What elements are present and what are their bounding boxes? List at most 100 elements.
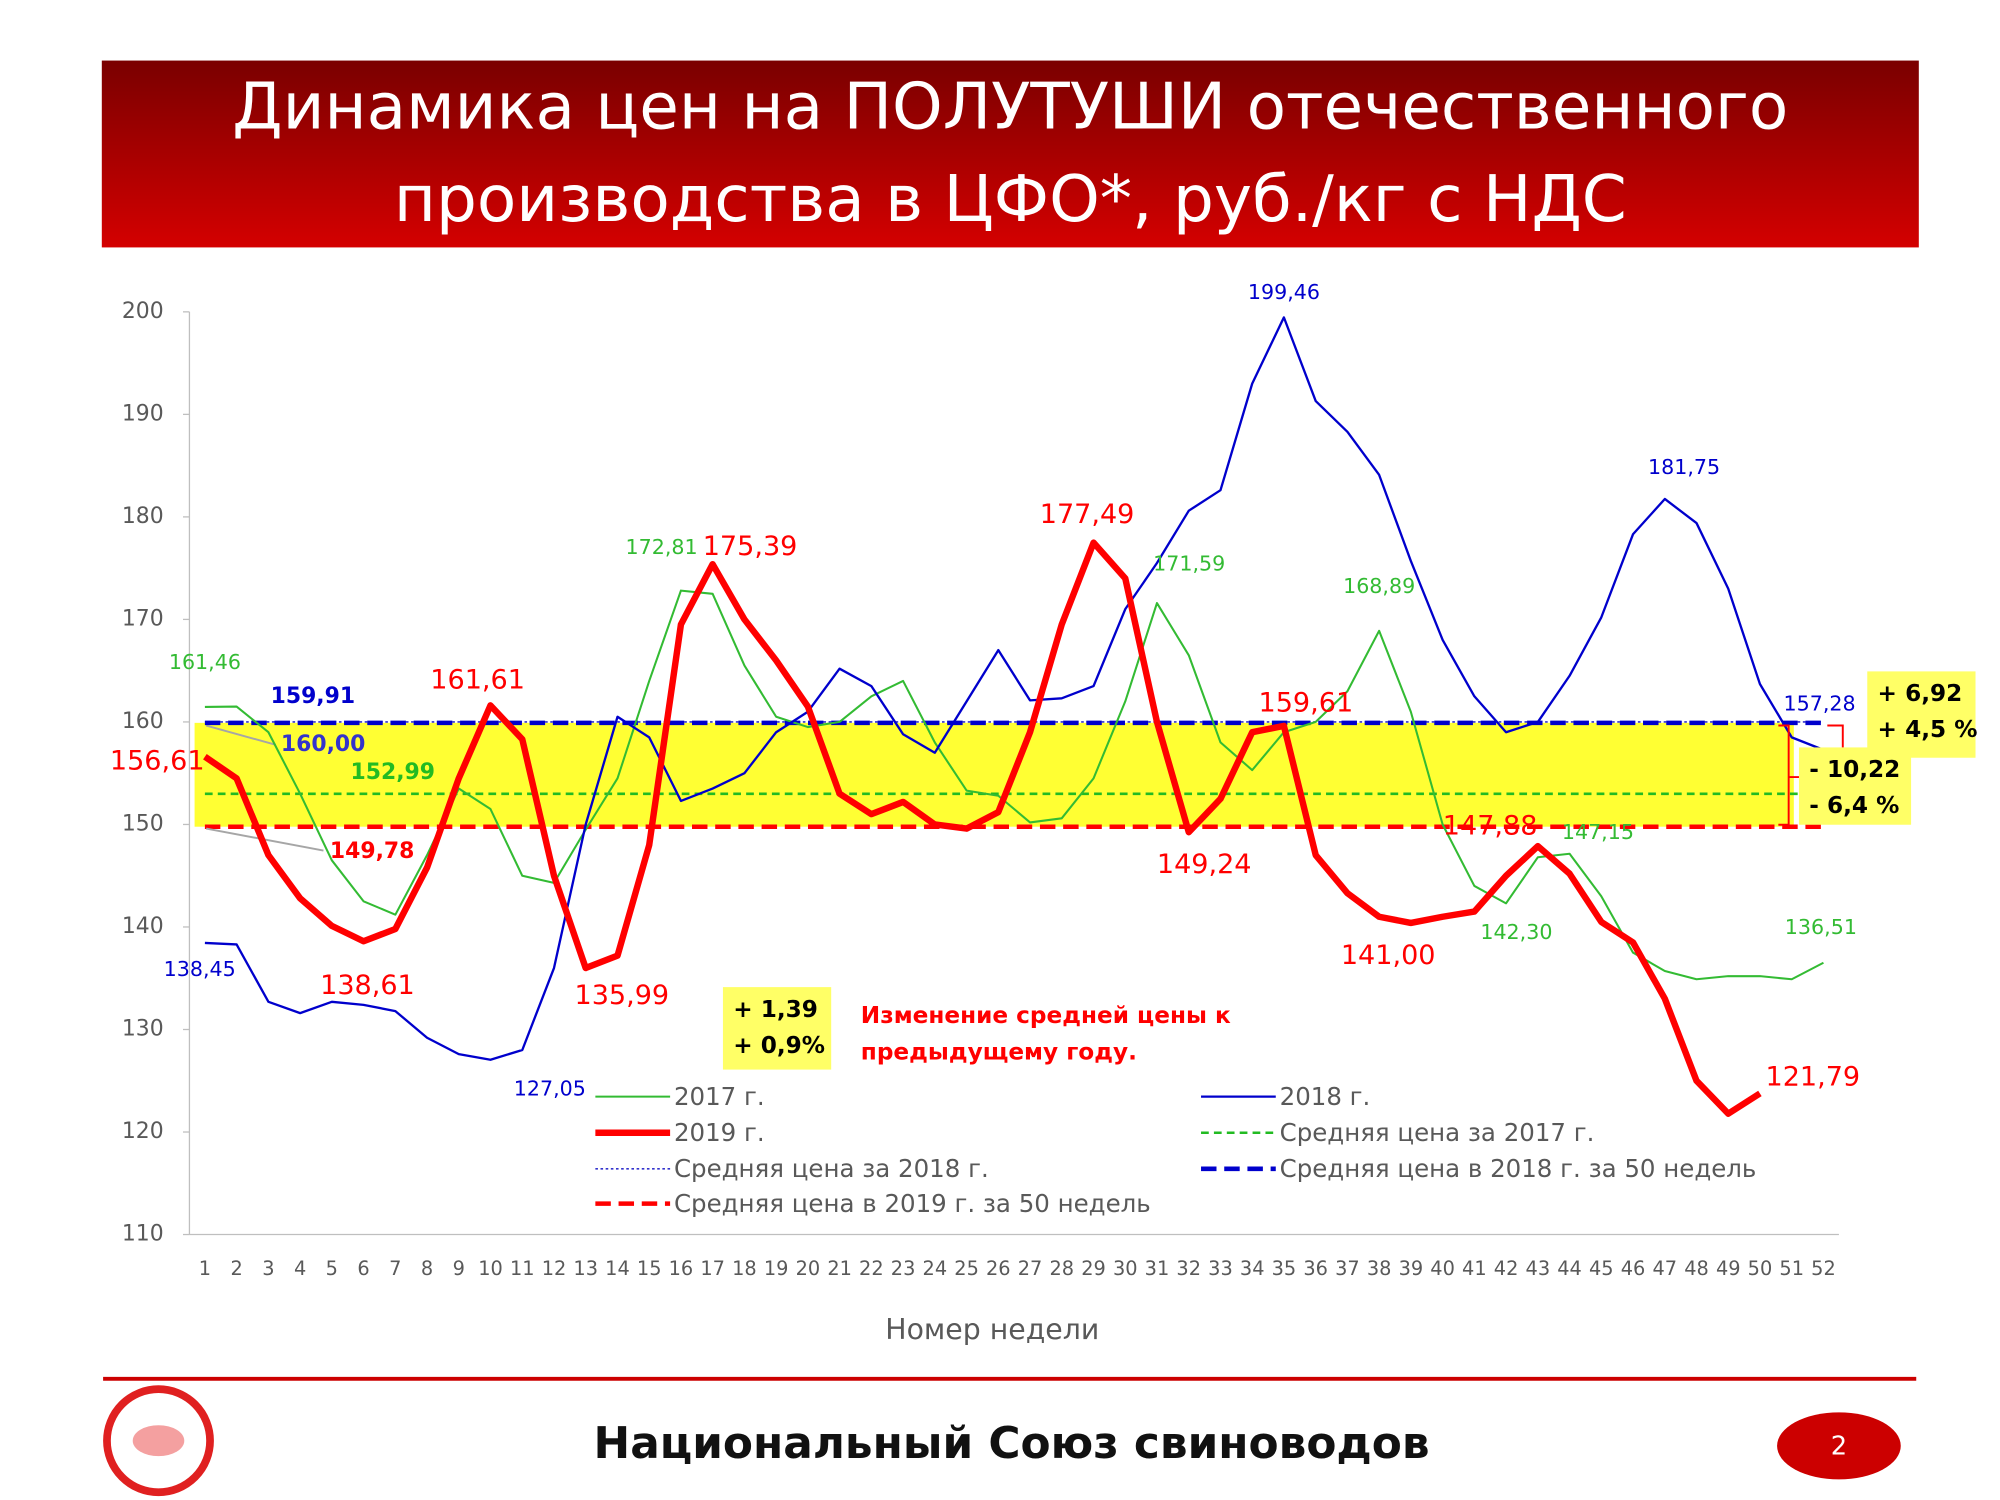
annotation-box [1867, 671, 1976, 758]
page-badge [1777, 1412, 1901, 1480]
x-tick-label: 19 [764, 1257, 789, 1280]
data-label: 177,49 [1040, 499, 1135, 530]
annotation-text: - 6,4 % [1809, 792, 1899, 819]
x-tick-label: 6 [357, 1257, 369, 1280]
data-label: 181,75 [1648, 455, 1720, 479]
x-tick-label: 43 [1526, 1257, 1551, 1280]
x-tick-label: 14 [605, 1257, 630, 1280]
x-tick-label: 41 [1462, 1257, 1487, 1280]
annotation-text: + 1,39 [733, 996, 818, 1023]
x-tick-label: 45 [1589, 1257, 1614, 1280]
y-tick-label: 170 [122, 606, 164, 631]
annotation-text: - 10,22 [1809, 756, 1900, 783]
annotation-box [722, 987, 832, 1070]
x-tick-label: 4 [294, 1257, 306, 1280]
x-tick-label: 33 [1208, 1257, 1233, 1280]
x-tick-label: 38 [1367, 1257, 1392, 1280]
x-tick-label: 16 [669, 1257, 694, 1280]
x-tick-label: 3 [262, 1257, 274, 1280]
x-tick-label: 30 [1113, 1257, 1138, 1280]
x-axis-label: Номер недели [885, 1313, 1099, 1346]
logo-pig [132, 1425, 185, 1457]
bracket [1778, 724, 1844, 826]
x-tick-label: 13 [573, 1257, 598, 1280]
x-tick-label: 8 [421, 1257, 433, 1280]
x-tick-label: 35 [1272, 1257, 1297, 1280]
data-label: 172,81 [626, 535, 698, 559]
x-tick-label: 50 [1748, 1257, 1773, 1280]
data-label: 147,88 [1443, 810, 1538, 841]
x-tick-label: 34 [1240, 1257, 1265, 1280]
data-label: 127,05 [514, 1076, 586, 1100]
legend-label: 2019 г. [674, 1118, 765, 1147]
x-tick-label: 51 [1779, 1257, 1804, 1280]
y-tick-label: 200 [122, 299, 164, 324]
x-tick-label: 37 [1335, 1257, 1360, 1280]
annotation-text: + 4,5 % [1878, 716, 1978, 743]
x-tick-label: 10 [478, 1257, 503, 1280]
x-tick-label: 36 [1303, 1257, 1328, 1280]
y-tick-label: 140 [122, 914, 164, 939]
x-tick-label: 5 [326, 1257, 338, 1280]
x-tick-label: 40 [1430, 1257, 1455, 1280]
data-label: 171,59 [1153, 551, 1225, 575]
x-tick-label: 17 [700, 1257, 725, 1280]
x-tick-label: 2 [230, 1257, 242, 1280]
x-tick-label: 21 [827, 1257, 852, 1280]
x-tick-label: 48 [1684, 1257, 1709, 1280]
data-label: 168,89 [1343, 574, 1415, 598]
y-tick-label: 160 [122, 709, 164, 734]
x-tick-label: 46 [1621, 1257, 1646, 1280]
title: Динамика цен на ПОЛУТУШИ отечественного [232, 69, 1788, 144]
legend-label: 2017 г. [674, 1082, 765, 1111]
x-tick-label: 28 [1049, 1257, 1074, 1280]
title-banner [101, 60, 1919, 248]
reference-label: 149,78 [330, 839, 414, 864]
note: предыдущему году. [861, 1038, 1137, 1065]
y-tick-label: 150 [122, 811, 164, 836]
data-label: 136,51 [1785, 915, 1857, 939]
legend-label: Средняя цена за 2017 г. [1280, 1118, 1595, 1147]
x-tick-label: 32 [1176, 1257, 1201, 1280]
x-tick-label: 22 [859, 1257, 884, 1280]
data-label: 157,28 [1784, 692, 1856, 716]
footer: Национальный Союз свиноводов [594, 1418, 1430, 1469]
data-label: 138,61 [320, 970, 415, 1001]
data-label: 138,45 [164, 957, 236, 981]
data-label: 149,24 [1157, 849, 1252, 880]
data-label: 156,61 [110, 745, 205, 776]
legend-label: Средняя цена в 2018 г. за 50 недель [1280, 1154, 1757, 1183]
title: производства в ЦФО*, руб./кг с НДС [394, 162, 1627, 237]
reference-label: 159,91 [271, 684, 355, 709]
y-tick-label: 110 [122, 1222, 164, 1247]
x-tick-label: 29 [1081, 1257, 1106, 1280]
x-tick-label: 52 [1811, 1257, 1836, 1280]
data-label: 142,30 [1480, 920, 1552, 944]
reference-label: 160,00 [281, 732, 365, 757]
legend-label: Средняя цена за 2018 г. [674, 1154, 989, 1183]
reference-label: 152,99 [351, 760, 435, 785]
x-tick-label: 39 [1399, 1257, 1424, 1280]
x-tick-label: 31 [1145, 1257, 1170, 1280]
series-line [204, 589, 1824, 981]
data-label: 121,79 [1765, 1061, 1860, 1092]
data-label: 199,46 [1248, 280, 1320, 304]
y-tick-label: 120 [122, 1119, 164, 1144]
annotation-text: + 6,92 [1878, 680, 1963, 707]
legend-label: 2018 г. [1280, 1082, 1371, 1111]
note: Изменение средней цены к [861, 1002, 1231, 1029]
data-label: 175,39 [703, 531, 798, 562]
data-label: 147,15 [1562, 820, 1634, 844]
x-tick-label: 1 [199, 1257, 211, 1280]
x-tick-label: 18 [732, 1257, 757, 1280]
x-tick-label: 47 [1652, 1257, 1677, 1280]
x-tick-label: 24 [923, 1257, 948, 1280]
x-tick-label: 12 [542, 1257, 567, 1280]
x-tick-label: 20 [796, 1257, 821, 1280]
data-label: 161,61 [430, 664, 525, 695]
y-tick-label: 180 [122, 504, 164, 529]
x-tick-label: 15 [637, 1257, 662, 1280]
x-tick-label: 7 [389, 1257, 401, 1280]
legend-label: Средняя цена в 2019 г. за 50 недель [674, 1189, 1151, 1218]
